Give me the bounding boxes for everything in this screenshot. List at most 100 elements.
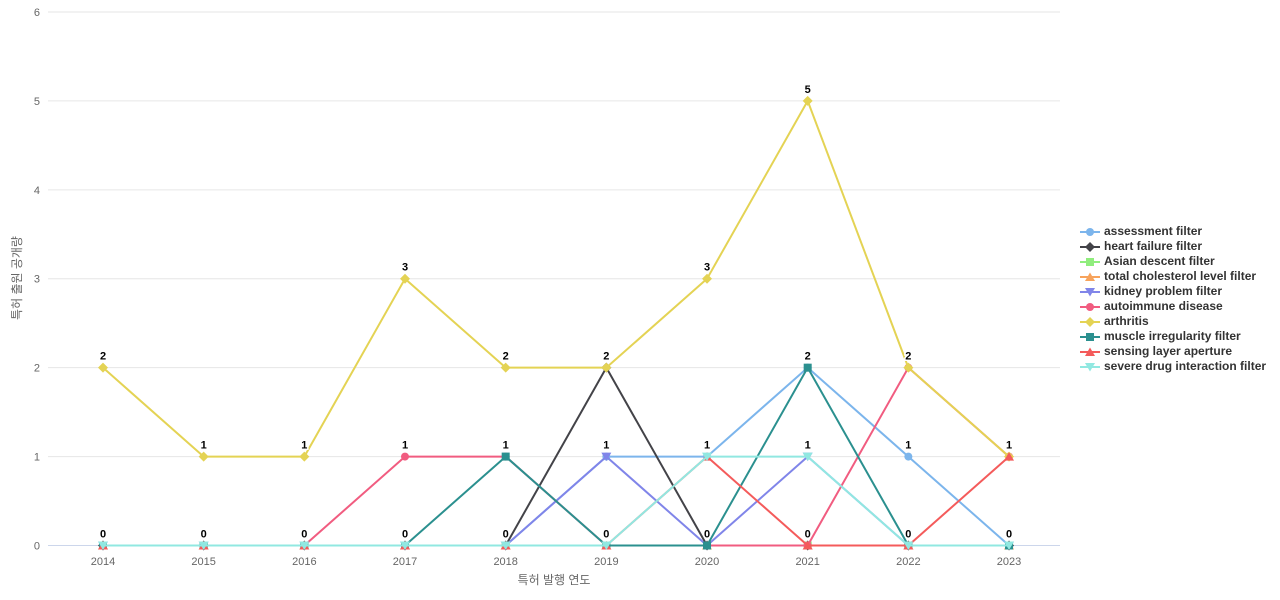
triangle-marker-icon xyxy=(1080,347,1100,356)
data-label: 0 xyxy=(805,529,811,541)
data-label: 0 xyxy=(100,529,106,541)
y-tick-label: 4 xyxy=(34,185,40,197)
data-point-marker[interactable] xyxy=(1085,362,1095,372)
x-axis-title: 특허 발행 연도 xyxy=(517,573,591,587)
data-point-marker[interactable] xyxy=(1086,227,1094,236)
legend-label: autoimmune disease xyxy=(1104,299,1223,313)
data-point-marker[interactable] xyxy=(802,95,813,106)
legend-item-kidney-problem-filter[interactable]: kidney problem filter xyxy=(1080,284,1266,299)
data-point-marker[interactable] xyxy=(802,452,813,462)
x-tick-label: 2020 xyxy=(695,556,719,568)
data-point-marker[interactable] xyxy=(400,273,411,284)
legend-item-autoimmune-disease[interactable]: autoimmune disease xyxy=(1080,299,1266,314)
data-point-marker[interactable] xyxy=(98,362,108,373)
x-tick-label: 2016 xyxy=(292,556,316,568)
y-tick-label: 3 xyxy=(34,274,40,286)
data-point-marker[interactable] xyxy=(198,541,209,551)
data-point-marker[interactable] xyxy=(299,451,310,462)
legend: assessment filter heart failure filter Asi… xyxy=(1080,224,1266,374)
legend-item-arthritis[interactable]: arthritis xyxy=(1080,314,1266,329)
data-point-marker[interactable] xyxy=(500,541,511,551)
legend-item-assessment-filter[interactable]: assessment filter xyxy=(1080,224,1266,239)
legend-item-heart-failure-filter[interactable]: heart failure filter xyxy=(1080,239,1266,254)
legend-label: muscle irregularity filter xyxy=(1104,329,1241,343)
data-label: 0 xyxy=(301,529,307,541)
data-point-marker[interactable] xyxy=(702,273,713,284)
data-label: 1 xyxy=(1006,440,1012,452)
data-point-marker[interactable] xyxy=(1085,287,1095,297)
legend-label: heart failure filter xyxy=(1104,239,1203,253)
data-point-marker[interactable] xyxy=(400,541,411,551)
data-point-marker[interactable] xyxy=(703,541,712,550)
data-label: 2 xyxy=(805,351,811,363)
y-tick-label: 0 xyxy=(34,541,40,553)
x-tick-label: 2022 xyxy=(896,556,920,568)
data-point-marker[interactable] xyxy=(1086,257,1094,266)
legend-label: arthritis xyxy=(1104,314,1149,328)
data-label: 1 xyxy=(805,440,811,452)
data-label: 0 xyxy=(1006,529,1012,541)
legend-label: Asian descent filter xyxy=(1104,254,1215,268)
data-point-marker[interactable] xyxy=(501,452,510,461)
diamond-marker-icon xyxy=(1080,316,1100,327)
data-point-marker[interactable] xyxy=(702,452,713,462)
x-tick-label: 2015 xyxy=(191,556,215,568)
legend-item-muscle-irregularity-filter[interactable]: muscle irregularity filter xyxy=(1080,329,1266,344)
legend-item-total-cholesterol-level-filter[interactable]: total cholesterol level filter xyxy=(1080,269,1266,284)
x-tick-label: 2018 xyxy=(493,556,517,568)
series-severe-drug-interaction-filter xyxy=(98,452,1015,551)
data-point-marker[interactable] xyxy=(904,452,913,461)
series-line[interactable] xyxy=(102,99,1011,458)
data-point-marker[interactable] xyxy=(1085,347,1095,356)
data-point-marker[interactable] xyxy=(500,362,511,373)
data-point-marker[interactable] xyxy=(1085,272,1095,281)
x-tick-label: 2019 xyxy=(594,556,618,568)
data-point-marker[interactable] xyxy=(903,541,914,551)
data-label: 1 xyxy=(201,440,207,452)
series-line[interactable] xyxy=(102,455,1011,547)
legend-item-severe-drug-interaction-filter[interactable]: severe drug interaction filter xyxy=(1080,359,1266,374)
data-label: 0 xyxy=(503,529,509,541)
data-label: 5 xyxy=(805,84,811,96)
legend-label: sensing layer aperture xyxy=(1104,344,1233,358)
data-point-marker[interactable] xyxy=(903,362,914,373)
data-point-marker[interactable] xyxy=(401,452,410,461)
data-label: 2 xyxy=(905,351,911,363)
data-label: 3 xyxy=(402,262,408,274)
data-point-marker[interactable] xyxy=(1004,541,1015,551)
data-point-marker[interactable] xyxy=(601,452,612,462)
data-point-marker[interactable] xyxy=(299,541,310,551)
data-point-marker[interactable] xyxy=(802,541,813,550)
triangle-marker-icon xyxy=(1080,272,1100,281)
triangle-down-marker-icon xyxy=(1080,287,1100,297)
data-point-marker[interactable] xyxy=(98,541,108,551)
data-label: 0 xyxy=(402,529,408,541)
square-marker-icon xyxy=(1080,332,1100,341)
data-point-marker[interactable] xyxy=(803,363,812,372)
data-label: 0 xyxy=(603,529,609,541)
legend-item-asian-descent-filter[interactable]: Asian descent filter xyxy=(1080,254,1266,269)
x-tick-label: 2017 xyxy=(393,556,417,568)
data-label: 2 xyxy=(603,351,609,363)
diamond-marker-icon xyxy=(1080,241,1100,252)
data-label: 3 xyxy=(704,262,710,274)
data-label: 0 xyxy=(704,529,710,541)
data-label: 2 xyxy=(503,351,509,363)
data-point-marker[interactable] xyxy=(1085,316,1095,327)
data-label: 0 xyxy=(905,529,911,541)
data-point-marker[interactable] xyxy=(1086,302,1094,311)
data-label: 0 xyxy=(201,529,207,541)
data-point-marker[interactable] xyxy=(1085,241,1095,252)
data-point-marker[interactable] xyxy=(198,451,209,462)
data-point-marker[interactable] xyxy=(1004,452,1015,461)
data-point-marker[interactable] xyxy=(1086,332,1094,341)
y-tick-label: 5 xyxy=(34,96,40,108)
data-label: 1 xyxy=(402,440,408,452)
data-point-marker[interactable] xyxy=(601,362,612,373)
legend-item-sensing-layer-aperture[interactable]: sensing layer aperture xyxy=(1080,344,1266,359)
x-tick-label: 2014 xyxy=(91,556,115,568)
data-point-marker[interactable] xyxy=(601,541,612,551)
x-tick-label: 2021 xyxy=(795,556,819,568)
